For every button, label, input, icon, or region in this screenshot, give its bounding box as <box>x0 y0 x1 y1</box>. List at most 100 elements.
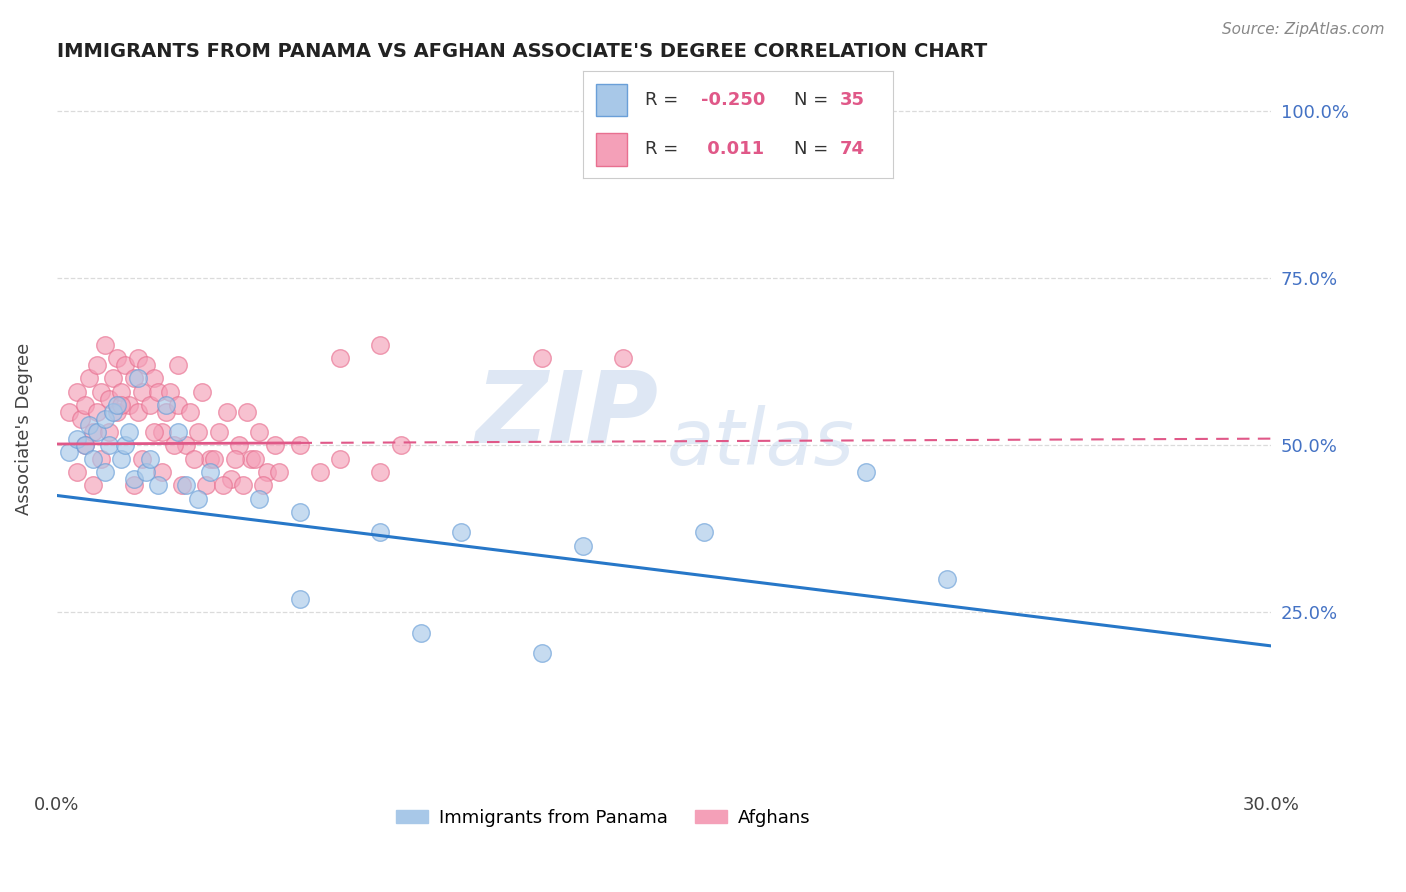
Immigrants from Panama <box>409 625 432 640</box>
Afghans <box>269 465 291 479</box>
Afghans <box>135 358 157 372</box>
Afghans <box>142 425 165 439</box>
Immigrants from Panama <box>98 438 121 452</box>
Afghans <box>224 451 246 466</box>
Afghans <box>150 425 173 439</box>
Afghans <box>70 411 93 425</box>
Afghans <box>98 392 121 406</box>
Afghans <box>86 405 108 419</box>
Afghans <box>114 358 136 372</box>
Afghans <box>370 338 392 352</box>
Afghans <box>131 384 153 399</box>
Immigrants from Panama <box>247 491 270 506</box>
Afghans <box>58 405 80 419</box>
Afghans <box>195 478 218 492</box>
Text: Source: ZipAtlas.com: Source: ZipAtlas.com <box>1222 22 1385 37</box>
Text: R =: R = <box>645 141 685 159</box>
Afghans <box>247 425 270 439</box>
Immigrants from Panama <box>77 418 100 433</box>
Immigrants from Panama <box>73 438 96 452</box>
Afghans <box>167 358 190 372</box>
Afghans <box>94 338 117 352</box>
Text: 74: 74 <box>841 141 865 159</box>
Immigrants from Panama <box>82 451 104 466</box>
Immigrants from Panama <box>94 465 117 479</box>
Afghans <box>174 438 197 452</box>
Afghans <box>191 384 214 399</box>
Immigrants from Panama <box>693 525 716 540</box>
Afghans <box>200 451 222 466</box>
Afghans <box>256 465 278 479</box>
Afghans <box>131 451 153 466</box>
Immigrants from Panama <box>288 592 311 607</box>
Afghans <box>207 425 229 439</box>
Afghans <box>110 398 132 412</box>
Afghans <box>167 398 190 412</box>
Afghans <box>110 384 132 399</box>
Immigrants from Panama <box>572 539 595 553</box>
Text: atlas: atlas <box>666 405 855 481</box>
Afghans <box>82 425 104 439</box>
Afghans <box>288 438 311 452</box>
Immigrants from Panama <box>370 525 392 540</box>
Afghans <box>183 451 205 466</box>
Afghans <box>531 351 554 366</box>
Text: N =: N = <box>794 141 834 159</box>
Immigrants from Panama <box>58 445 80 459</box>
Immigrants from Panama <box>135 465 157 479</box>
Immigrants from Panama <box>288 505 311 519</box>
Afghans <box>142 371 165 385</box>
Afghans <box>86 358 108 372</box>
Afghans <box>239 451 262 466</box>
Afghans <box>122 371 145 385</box>
Bar <box>596 134 627 166</box>
Afghans <box>66 465 89 479</box>
Afghans <box>122 478 145 492</box>
Immigrants from Panama <box>105 398 128 412</box>
Afghans <box>73 438 96 452</box>
Immigrants from Panama <box>94 411 117 425</box>
Text: 35: 35 <box>841 91 865 109</box>
Immigrants from Panama <box>103 405 125 419</box>
Immigrants from Panama <box>155 398 177 412</box>
Afghans <box>82 478 104 492</box>
Immigrants from Panama <box>200 465 222 479</box>
Afghans <box>329 351 352 366</box>
Afghans <box>127 351 149 366</box>
Afghans <box>138 398 160 412</box>
Afghans <box>187 425 209 439</box>
Afghans <box>77 371 100 385</box>
Immigrants from Panama <box>855 465 877 479</box>
Afghans <box>215 405 238 419</box>
Immigrants from Panama <box>174 478 197 492</box>
Afghans <box>264 438 287 452</box>
Immigrants from Panama <box>450 525 472 540</box>
Afghans <box>612 351 634 366</box>
Text: IMMIGRANTS FROM PANAMA VS AFGHAN ASSOCIATE'S DEGREE CORRELATION CHART: IMMIGRANTS FROM PANAMA VS AFGHAN ASSOCIA… <box>56 42 987 61</box>
Afghans <box>370 465 392 479</box>
Afghans <box>118 398 141 412</box>
Text: 0.011: 0.011 <box>702 141 763 159</box>
Afghans <box>204 451 226 466</box>
Immigrants from Panama <box>86 425 108 439</box>
Afghans <box>159 384 181 399</box>
Immigrants from Panama <box>110 451 132 466</box>
Immigrants from Panama <box>167 425 190 439</box>
Legend: Immigrants from Panama, Afghans: Immigrants from Panama, Afghans <box>388 801 818 834</box>
Immigrants from Panama <box>138 451 160 466</box>
Immigrants from Panama <box>118 425 141 439</box>
Y-axis label: Associate's Degree: Associate's Degree <box>15 343 32 515</box>
Immigrants from Panama <box>146 478 169 492</box>
Afghans <box>127 405 149 419</box>
Immigrants from Panama <box>66 432 89 446</box>
Immigrants from Panama <box>531 646 554 660</box>
Afghans <box>90 451 112 466</box>
Afghans <box>243 451 266 466</box>
Immigrants from Panama <box>127 371 149 385</box>
Afghans <box>105 405 128 419</box>
Afghans <box>163 438 186 452</box>
Afghans <box>232 478 254 492</box>
Immigrants from Panama <box>187 491 209 506</box>
Afghans <box>308 465 330 479</box>
Afghans <box>228 438 250 452</box>
